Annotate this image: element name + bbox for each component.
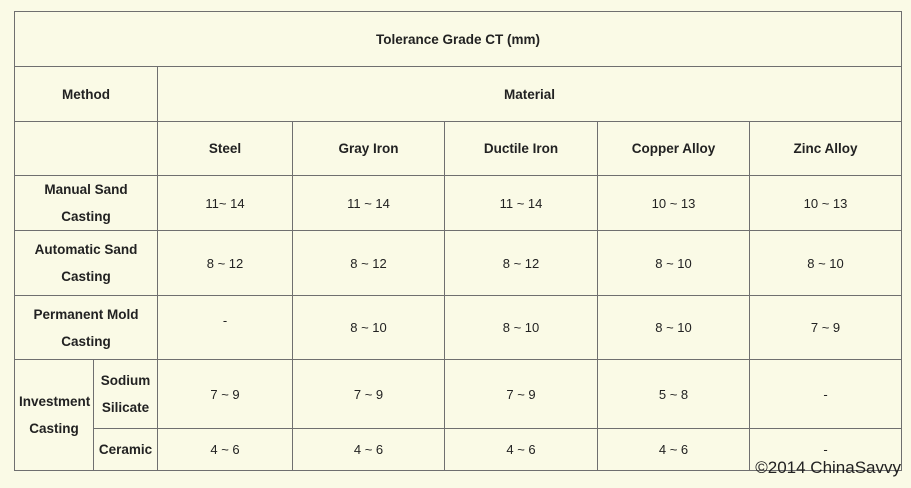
value-cell: 8 ~ 12	[444, 230, 598, 296]
value-cell: 7 ~ 9	[748, 295, 903, 360]
table-row: Manual Sand Casting 11~ 14 11 ~ 14 11 ~ …	[14, 175, 903, 231]
value-cell: 8 ~ 10	[748, 230, 903, 296]
value-cell: 4 ~ 6	[292, 428, 445, 471]
material-header: Material	[156, 66, 903, 122]
material-zinc-alloy: Zinc Alloy	[748, 121, 903, 176]
table-row: Permanent Mold Casting - 8 ~ 10 8 ~ 10 8…	[14, 295, 903, 360]
title-row: Tolerance Grade CT (mm)	[13, 11, 903, 67]
empty-header-cell	[14, 121, 158, 176]
tolerance-table-container: Tolerance Grade CT (mm) Method Material …	[13, 11, 903, 471]
value-cell: 4 ~ 6	[597, 428, 750, 471]
value-cell: 7 ~ 9	[444, 359, 598, 429]
value-cell: 8 ~ 12	[157, 230, 293, 296]
value-cell: 5 ~ 8	[597, 359, 750, 429]
value-cell: 8 ~ 10	[292, 295, 445, 360]
tolerance-table: Tolerance Grade CT (mm) Method Material …	[13, 11, 903, 471]
method-line: Automatic Sand	[34, 242, 138, 257]
material-ductile-iron: Ductile Iron	[444, 121, 598, 176]
value-cell: 10 ~ 13	[748, 175, 903, 231]
value-cell: 8 ~ 10	[444, 295, 598, 360]
submethod-sodium-silicate: Sodium Silicate	[93, 359, 158, 429]
method-header: Method	[14, 66, 158, 122]
submethod-line: Sodium	[100, 373, 151, 388]
material-steel: Steel	[157, 121, 293, 176]
value-cell: 4 ~ 6	[157, 428, 293, 471]
method-line: Casting	[29, 421, 79, 436]
method-line: Investment	[19, 394, 91, 409]
value-cell: 11 ~ 14	[292, 175, 445, 231]
header-row: Method Material	[14, 66, 903, 122]
method-permanent-mold-casting: Permanent Mold Casting	[14, 295, 158, 360]
value-cell: 8 ~ 12	[292, 230, 445, 296]
value-cell: 7 ~ 9	[292, 359, 445, 429]
submethod-ceramic: Ceramic	[93, 428, 158, 471]
value-cell: 4 ~ 6	[444, 428, 598, 471]
value-cell: -	[748, 428, 903, 471]
value-cell: 8 ~ 10	[597, 230, 750, 296]
value-cell: 11 ~ 14	[444, 175, 598, 231]
method-line: Casting	[61, 333, 111, 349]
table-row: Automatic Sand Casting 8 ~ 12 8 ~ 12 8 ~…	[14, 230, 903, 296]
material-gray-iron: Gray Iron	[292, 121, 445, 176]
method-automatic-sand-casting: Automatic Sand Casting	[14, 230, 158, 296]
table-row: Ceramic 4 ~ 6 4 ~ 6 4 ~ 6 4 ~ 6 -	[15, 428, 903, 471]
table-row: Investment Casting Sodium Silicate 7 ~ 9…	[14, 359, 903, 471]
copyright-notice: ©2014 ChinaSavvy	[755, 458, 901, 477]
value-cell: 7 ~ 9	[157, 359, 293, 429]
method-line: Casting	[61, 269, 111, 284]
value-cell: -	[157, 295, 293, 360]
value-cell: -	[748, 359, 903, 429]
material-copper-alloy: Copper Alloy	[597, 121, 750, 176]
value-cell: 11~ 14	[157, 175, 293, 231]
value-cell: 8 ~ 10	[597, 295, 750, 360]
method-manual-sand-casting: Manual Sand Casting	[14, 175, 158, 231]
value-cell: 10 ~ 13	[597, 175, 750, 231]
submethod-line: Silicate	[101, 400, 150, 415]
method-line: Permanent Mold	[33, 306, 139, 322]
material-names-row: Steel Gray Iron Ductile Iron Copper Allo…	[14, 121, 903, 176]
table-title: Tolerance Grade CT (mm)	[13, 11, 903, 67]
method-investment-casting: Investment Casting	[14, 359, 94, 471]
